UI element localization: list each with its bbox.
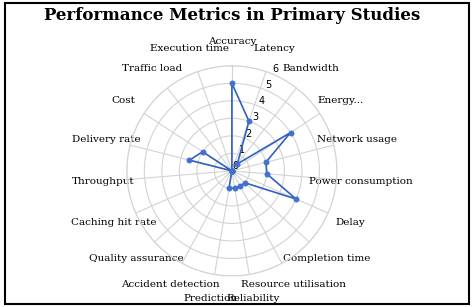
Point: [231, 186, 238, 191]
Point: [292, 196, 300, 201]
Point: [228, 169, 236, 173]
Point: [186, 158, 193, 163]
Point: [225, 186, 233, 191]
Point: [263, 171, 271, 176]
Point: [199, 149, 206, 154]
Point: [234, 161, 241, 166]
Point: [287, 130, 294, 135]
Point: [228, 81, 236, 86]
Point: [228, 169, 236, 173]
Point: [228, 169, 236, 173]
Point: [245, 119, 253, 124]
Point: [237, 184, 244, 189]
Point: [228, 169, 236, 173]
Title: Performance Metrics in Primary Studies: Performance Metrics in Primary Studies: [44, 7, 420, 24]
Point: [241, 180, 248, 185]
Point: [262, 160, 270, 165]
Point: [228, 169, 236, 173]
Point: [228, 169, 236, 173]
